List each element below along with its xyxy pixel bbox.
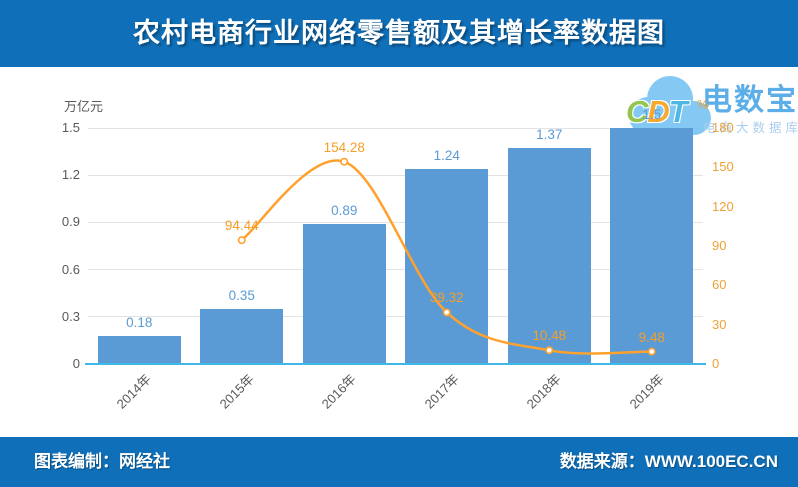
- bar-value-label: 1.37: [536, 127, 563, 143]
- line-marker: [647, 347, 656, 356]
- right-axis-tick: 90: [712, 238, 727, 253]
- bar-2014年: [97, 335, 181, 364]
- right-axis-tick: 0: [712, 356, 720, 371]
- growth-line: [240, 159, 652, 355]
- bar-2018年: [507, 148, 591, 364]
- watermark-logo: CDT 电数宝 电商大数据库: [612, 70, 798, 148]
- x-axis-baseline: [85, 363, 706, 365]
- left-axis-tick: 0: [72, 356, 80, 371]
- line-value-label: 39.32: [429, 290, 464, 306]
- left-axis-tick: 1.2: [61, 167, 80, 183]
- line-value-label: 94.44: [224, 218, 259, 234]
- line-value-label: 154.28: [323, 139, 365, 155]
- line-marker: [442, 308, 451, 317]
- footer-credit: 图表编制：网经社: [34, 452, 170, 471]
- gridline: [88, 221, 703, 223]
- bar-value-label: 0.18: [126, 314, 153, 330]
- left-axis-tick: 1.5: [61, 120, 80, 135]
- cdt-logo-text: CDT: [626, 94, 688, 129]
- bar-value-label: 1.24: [433, 147, 460, 163]
- line-value-label: 9.48: [638, 329, 665, 345]
- line-value-label: 10.48: [532, 328, 567, 344]
- right-axis-tick: 120: [712, 198, 734, 214]
- gridline: [88, 127, 703, 129]
- watermark-brand: 电数宝: [702, 84, 798, 117]
- line-marker: [545, 346, 554, 355]
- left-axis-tick: 0.3: [61, 308, 80, 324]
- left-axis-tick: 0.9: [61, 214, 80, 230]
- footer-banner: 图表编制：网经社 数据来源：WWW.100EC.CN: [0, 437, 798, 487]
- bar-value-label: 1.5: [642, 107, 662, 122]
- left-axis-tick: 0.6: [61, 261, 80, 277]
- bar-value-label: 0.35: [228, 287, 255, 303]
- right-axis-tick: 60: [712, 277, 727, 293]
- watermark-subtitle: 电商大数据库: [703, 121, 798, 135]
- gridline: [88, 174, 703, 176]
- gridline: [88, 269, 703, 271]
- bar-2016年: [302, 223, 386, 364]
- line-marker: [237, 236, 246, 245]
- chart-title: 农村电商行业网络零售额及其增长率数据图: [133, 18, 665, 48]
- line-marker: [340, 157, 349, 166]
- gridline: [88, 316, 703, 318]
- right-axis-unit-label: %: [697, 97, 709, 112]
- bar-2015年: [200, 308, 284, 364]
- right-axis-tick: 30: [712, 316, 727, 332]
- left-axis-unit-label: 万亿元: [64, 99, 104, 114]
- bar-value-label: 0.89: [331, 202, 358, 218]
- right-axis-tick: 150: [712, 159, 734, 175]
- title-banner: 农村电商行业网络零售额及其增长率数据图: [0, 0, 798, 67]
- footer-source: 数据来源：WWW.100EC.CN: [559, 452, 778, 471]
- bar-2019年: [610, 128, 694, 364]
- right-axis-tick: 180: [712, 120, 734, 135]
